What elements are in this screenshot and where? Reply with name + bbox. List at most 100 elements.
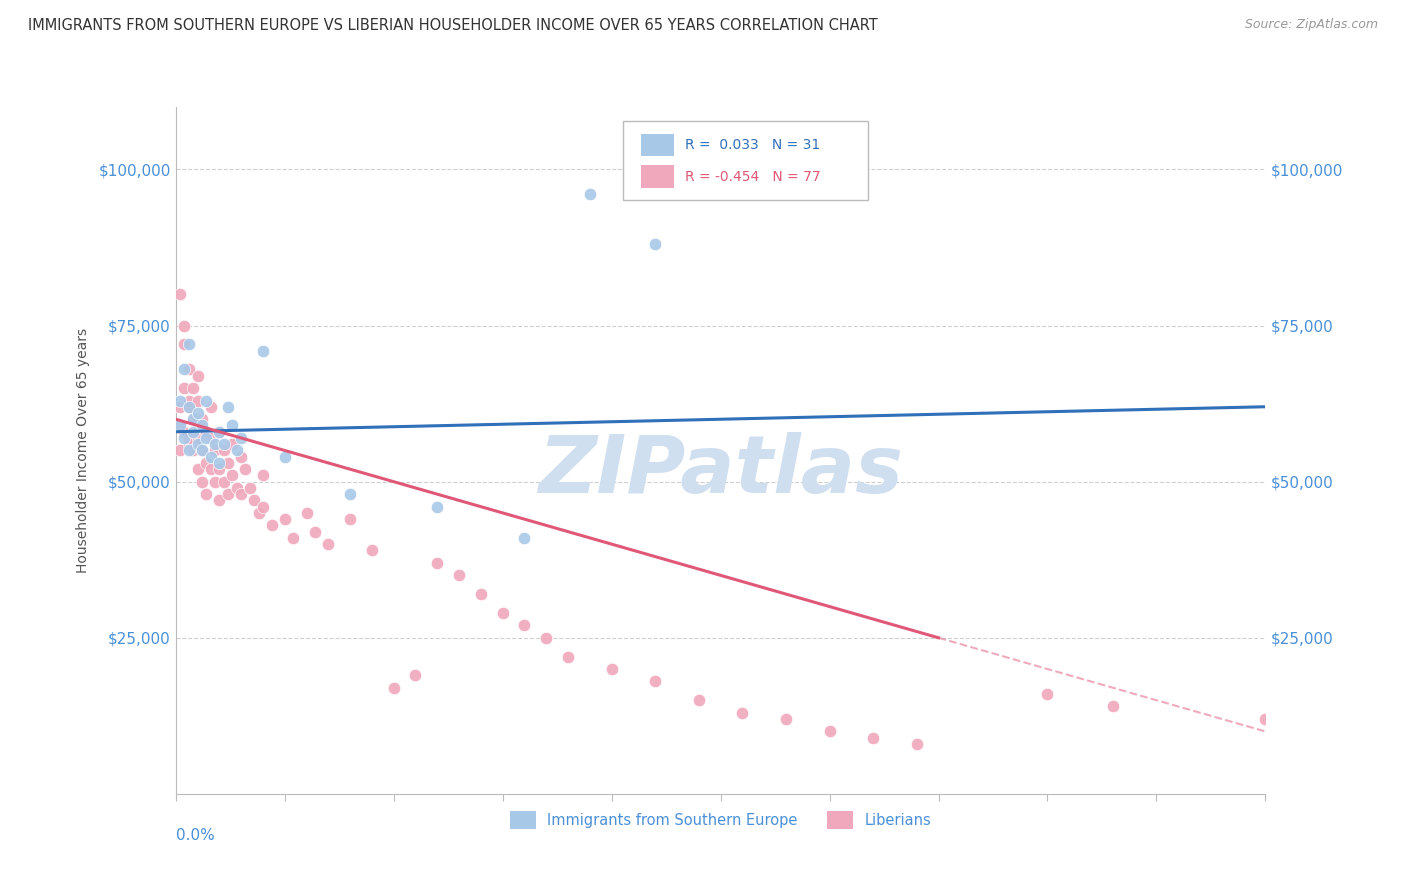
Point	[225, 481, 247, 495]
Point	[195, 456, 218, 470]
Point	[186, 462, 209, 476]
Point	[186, 393, 209, 408]
Text: R = -0.454   N = 77: R = -0.454 N = 77	[685, 170, 820, 184]
Point	[177, 437, 200, 451]
Point	[470, 587, 492, 601]
Point	[221, 437, 243, 451]
Point	[204, 437, 226, 451]
Point	[818, 724, 841, 739]
Point	[181, 425, 204, 439]
Point	[186, 431, 209, 445]
Point	[177, 431, 200, 445]
Point	[644, 674, 666, 689]
Text: R =  0.033   N = 31: R = 0.033 N = 31	[685, 138, 820, 152]
Point	[177, 362, 200, 376]
Point	[173, 318, 195, 333]
Point	[169, 287, 191, 301]
Text: Source: ZipAtlas.com: Source: ZipAtlas.com	[1244, 18, 1378, 31]
Point	[225, 443, 247, 458]
Point	[217, 456, 239, 470]
Legend: Immigrants from Southern Europe, Liberians: Immigrants from Southern Europe, Liberia…	[503, 805, 938, 835]
Point	[181, 412, 204, 426]
Point	[360, 543, 382, 558]
Point	[173, 337, 195, 351]
Point	[221, 468, 243, 483]
Point	[295, 506, 318, 520]
Point	[600, 662, 623, 676]
Point	[339, 512, 361, 526]
Point	[208, 456, 231, 470]
Point	[274, 450, 297, 464]
Point	[339, 487, 361, 501]
Point	[186, 437, 209, 451]
Bar	[641, 134, 673, 156]
Point	[177, 400, 200, 414]
Point	[247, 506, 270, 520]
Point	[644, 237, 666, 252]
Point	[579, 187, 602, 202]
Point	[200, 400, 222, 414]
Text: 0.0%: 0.0%	[176, 828, 215, 843]
Y-axis label: Householder Income Over 65 years: Householder Income Over 65 years	[76, 328, 90, 573]
Bar	[641, 165, 673, 188]
Point	[177, 393, 200, 408]
Point	[775, 712, 797, 726]
Point	[1254, 712, 1277, 726]
Point	[200, 462, 222, 476]
Point	[217, 487, 239, 501]
Point	[186, 368, 209, 383]
Point	[492, 606, 515, 620]
Point	[212, 443, 235, 458]
Point	[186, 406, 209, 420]
Point	[239, 481, 262, 495]
Point	[212, 475, 235, 489]
Point	[169, 443, 191, 458]
Text: IMMIGRANTS FROM SOUTHERN EUROPE VS LIBERIAN HOUSEHOLDER INCOME OVER 65 YEARS COR: IMMIGRANTS FROM SOUTHERN EUROPE VS LIBER…	[28, 18, 877, 33]
Point	[260, 518, 283, 533]
Point	[231, 431, 253, 445]
Point	[235, 462, 257, 476]
Point	[731, 706, 754, 720]
Point	[208, 425, 231, 439]
Point	[169, 418, 191, 433]
Point	[426, 556, 449, 570]
Point	[200, 431, 222, 445]
Point	[177, 337, 200, 351]
Point	[447, 568, 470, 582]
Point	[212, 437, 235, 451]
Point	[252, 500, 274, 514]
Point	[204, 475, 226, 489]
Point	[173, 431, 195, 445]
Point	[181, 412, 204, 426]
Point	[195, 393, 218, 408]
Point	[173, 425, 195, 439]
Point	[905, 737, 928, 751]
Point	[862, 731, 884, 745]
Point	[195, 425, 218, 439]
Point	[688, 693, 710, 707]
Point	[169, 400, 191, 414]
Point	[513, 531, 536, 545]
Point	[195, 431, 218, 445]
Point	[318, 537, 340, 551]
Point	[177, 443, 200, 458]
Point	[191, 412, 214, 426]
FancyBboxPatch shape	[623, 120, 868, 200]
Point	[405, 668, 427, 682]
Point	[513, 618, 536, 632]
Point	[204, 443, 226, 458]
Point	[208, 462, 231, 476]
Point	[177, 400, 200, 414]
Point	[169, 418, 191, 433]
Point	[231, 487, 253, 501]
Point	[252, 468, 274, 483]
Point	[173, 362, 195, 376]
Text: ZIPatlas: ZIPatlas	[538, 432, 903, 510]
Point	[231, 450, 253, 464]
Point	[221, 418, 243, 433]
Point	[191, 475, 214, 489]
Point	[283, 531, 305, 545]
Point	[217, 400, 239, 414]
Point	[208, 425, 231, 439]
Point	[191, 443, 214, 458]
